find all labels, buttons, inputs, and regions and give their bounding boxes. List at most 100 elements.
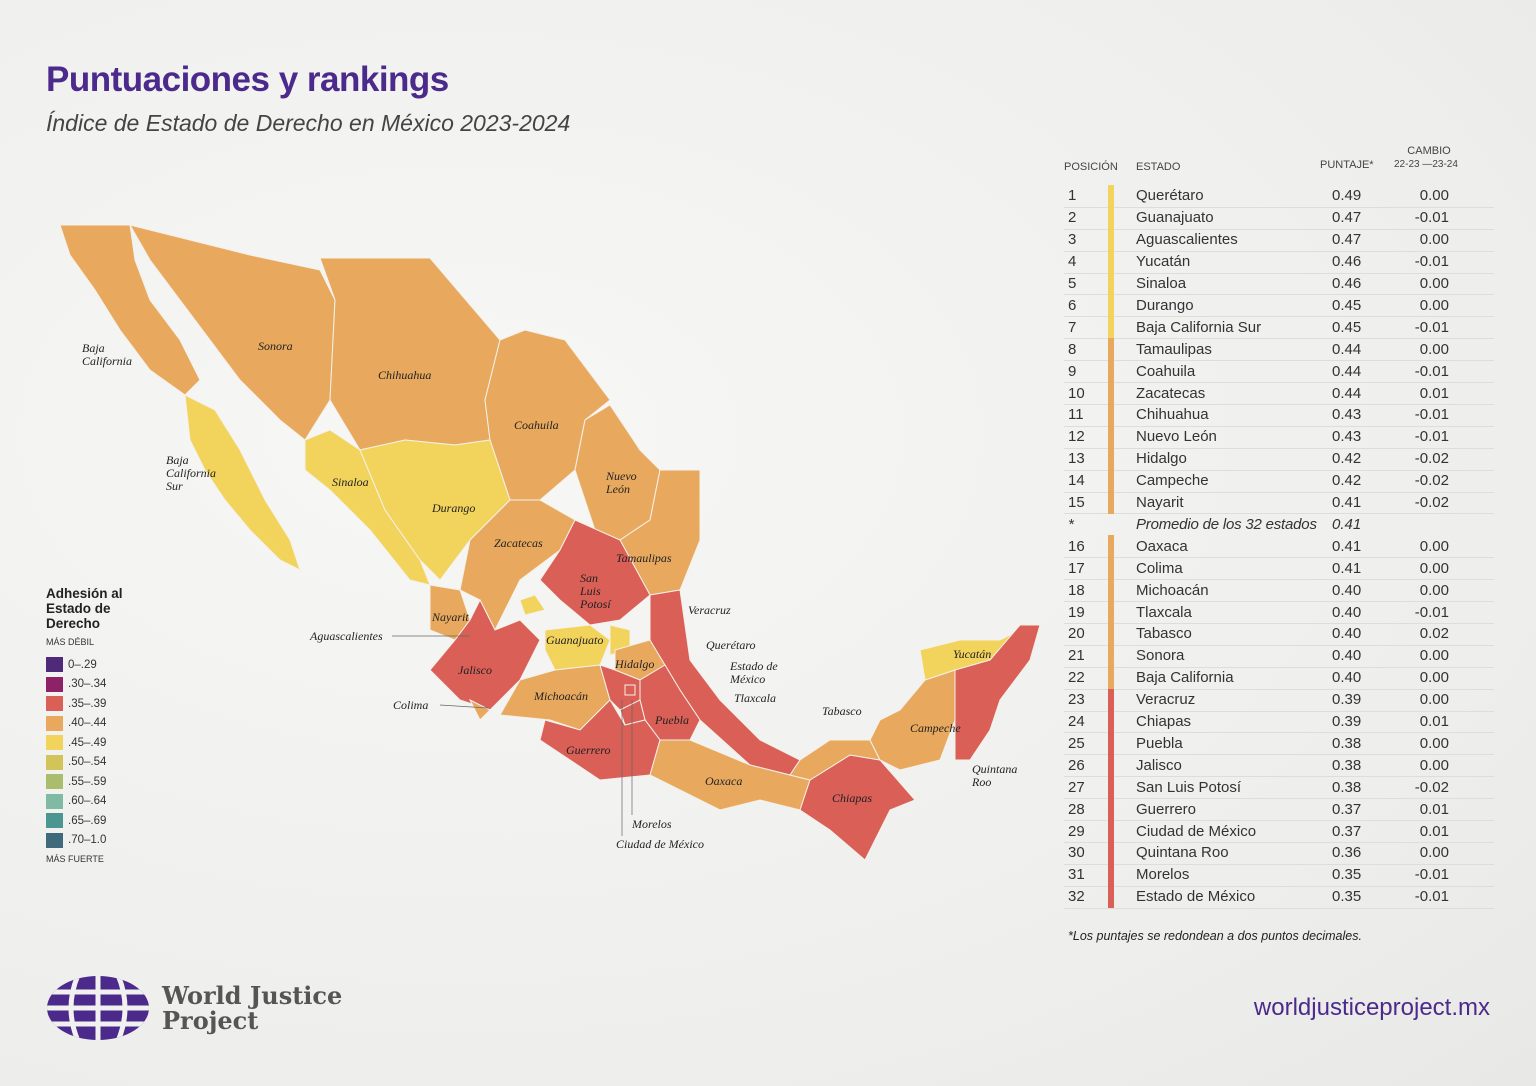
state-label: Michoacán	[533, 689, 588, 703]
state-label-line: Quintana	[972, 762, 1017, 776]
state-label: Sinaloa	[332, 475, 369, 489]
rank: 14	[1068, 472, 1085, 490]
rank: 9	[1068, 362, 1077, 380]
score: 0.38	[1332, 778, 1362, 796]
legend-label: .30–.34	[68, 678, 107, 691]
score-color-bar	[1108, 732, 1114, 755]
rank: 15	[1068, 494, 1085, 512]
state-region-colima[interactable]	[468, 698, 491, 721]
score-color-bar	[1108, 360, 1114, 383]
change: -0.02	[1414, 472, 1449, 490]
score-color-bar	[1108, 644, 1114, 667]
state-name: Sonora	[1136, 647, 1185, 665]
state-label-line: San	[580, 571, 598, 585]
legend-item: .55–.59	[46, 772, 156, 792]
rank: 32	[1068, 888, 1085, 906]
rank: 6	[1068, 296, 1077, 314]
state-label: Nuevo León	[605, 469, 637, 496]
score: 0.35	[1332, 866, 1362, 884]
score: 0.41	[1332, 515, 1362, 533]
score-color-bar	[1108, 820, 1114, 843]
score: 0.44	[1332, 340, 1362, 358]
rank: 5	[1068, 275, 1077, 293]
score: 0.40	[1332, 647, 1362, 665]
state-region-jalisco[interactable]	[429, 598, 541, 711]
state-label: Quintana Roo	[971, 762, 1017, 789]
state-name: Morelos	[1136, 866, 1190, 884]
state-name: Querétaro	[1136, 187, 1204, 205]
state-label-line: Coahuila	[514, 418, 559, 432]
state-label: Baja California	[82, 341, 132, 368]
rank: 13	[1068, 450, 1085, 468]
website-link[interactable]: worldjusticeproject.mx	[1253, 994, 1490, 1021]
table-row: 18 Michoacán 0.40 0.00	[1064, 579, 1494, 603]
legend-label: .70–1.0	[68, 834, 107, 847]
table-row: 5 Sinaloa 0.46 0.00	[1064, 272, 1494, 296]
change: -0.02	[1414, 450, 1449, 468]
state-name: Ciudad de México	[1136, 822, 1257, 840]
state-region-chihuahua[interactable]	[319, 257, 501, 451]
score-color-bar	[1108, 469, 1114, 492]
table-row: 23 Veracruz 0.39 0.00	[1064, 688, 1494, 712]
state-label: Oaxaca	[705, 774, 742, 788]
footnote: *Los puntajes se redondean a dos puntos …	[1068, 929, 1362, 943]
score-color-bar	[1108, 666, 1114, 689]
score: 0.40	[1332, 603, 1362, 621]
state-label: Tabasco	[822, 704, 862, 718]
state-label-line: Roo	[971, 775, 991, 789]
state-label: Estado de México	[729, 659, 778, 686]
state-label-line: Durango	[431, 501, 475, 515]
score: 0.46	[1332, 253, 1362, 271]
state-label-line: Morelos	[631, 817, 672, 831]
change: 0.01	[1419, 800, 1449, 818]
state-region-ciudad-de-mexico[interactable]	[624, 684, 636, 696]
state-name: Guanajuato	[1136, 209, 1214, 227]
change: 0.00	[1419, 756, 1449, 774]
state-label-line: Tlaxcala	[734, 691, 776, 705]
state-label: Chihuahua	[378, 368, 431, 382]
change: 0.01	[1419, 384, 1449, 402]
change: 0.00	[1419, 691, 1449, 709]
state-region-campeche[interactable]	[869, 669, 956, 771]
state-name: Estado de México	[1136, 888, 1256, 906]
rank: 21	[1068, 647, 1085, 665]
state-region-zacatecas[interactable]	[459, 499, 576, 632]
legend-label: .40–.44	[68, 717, 107, 730]
rank: 23	[1068, 691, 1085, 709]
globe-logo-icon	[47, 976, 149, 1040]
state-name: Colima	[1136, 559, 1183, 577]
state-name: Puebla	[1136, 734, 1183, 752]
table-row: 1 Querétaro 0.49 0.00	[1064, 185, 1494, 208]
table-row: 24 Chiapas 0.39 0.01	[1064, 710, 1494, 734]
state-name: Hidalgo	[1136, 450, 1187, 468]
legend-label: .45–.49	[68, 736, 107, 749]
state-region-baja-california-sur[interactable]	[184, 394, 301, 571]
rank: 29	[1068, 822, 1085, 840]
state-name: Nayarit	[1136, 494, 1184, 512]
change: 0.00	[1419, 844, 1449, 862]
state-label: Guanajuato	[546, 633, 603, 647]
legend-item: 0–.29	[46, 655, 156, 675]
state-region-baja-california[interactable]	[59, 224, 201, 396]
state-region-guerrero[interactable]	[539, 699, 661, 781]
state-region-sonora[interactable]	[128, 224, 336, 441]
state-name: Tlaxcala	[1136, 603, 1192, 621]
change: 0.00	[1419, 231, 1449, 249]
state-region-aguascalientes[interactable]	[519, 594, 546, 616]
change: -0.01	[1414, 253, 1449, 271]
state-label: Jalisco	[458, 663, 492, 677]
score: 0.43	[1332, 406, 1362, 424]
table-row: 12 Nuevo León 0.43 -0.01	[1064, 425, 1494, 449]
state-name: Chiapas	[1136, 713, 1192, 731]
state-label: Baja California Sur	[166, 453, 216, 493]
state-label: Chiapas	[832, 791, 872, 805]
state-region-guanajuato[interactable]	[544, 624, 611, 671]
state-label-line: Ciudad de México	[616, 837, 704, 851]
rank: 2	[1068, 209, 1077, 227]
header-score: PUNTAJE*	[1320, 159, 1374, 171]
score: 0.35	[1332, 888, 1362, 906]
change: -0.02	[1414, 778, 1449, 796]
table-row: 17 Colima 0.41 0.00	[1064, 557, 1494, 581]
legend-swatch	[46, 793, 63, 809]
state-region-quintana-roo[interactable]	[954, 624, 1041, 761]
